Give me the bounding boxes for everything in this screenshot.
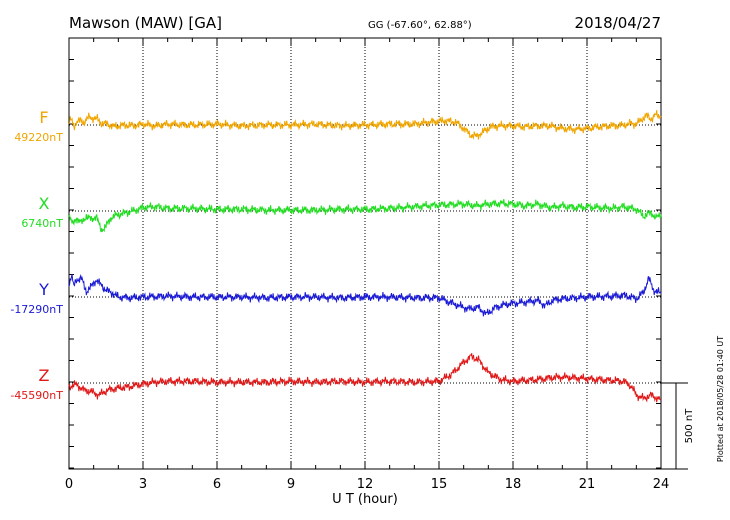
series-baseline-f: 49220nT [14, 131, 63, 144]
series-line-x [68, 199, 662, 233]
series-line-f [68, 110, 662, 140]
x-tick-label: 21 [579, 477, 596, 492]
station-coords: GG (-67.60°, 62.88°) [368, 20, 472, 31]
station-title: Mawson (MAW) [GA] [69, 14, 222, 32]
x-axis-label: U T (hour) [332, 492, 398, 507]
x-tick-label: 24 [653, 477, 670, 492]
plot-date: 2018/04/27 [575, 14, 661, 32]
x-tick-label: 6 [213, 477, 221, 492]
series-baseline-y: -17290nT [10, 303, 63, 316]
axis-ticks: 0 3 6 9 12 15 18 21 24 [65, 38, 669, 492]
x-tick-label: 3 [139, 477, 147, 492]
grid-lines [69, 38, 661, 469]
series-name-y: Y [38, 280, 49, 299]
series-baseline-x: 6740nT [21, 217, 63, 230]
series-name-f: F [39, 108, 48, 127]
series-labels: F 49220nT X 6740nT Y -17290nT Z -45590nT [10, 108, 63, 402]
series-line-y [68, 273, 662, 317]
scale-bar: 500 nT [661, 382, 695, 470]
series-name-z: Z [39, 366, 50, 385]
x-tick-label: 0 [65, 477, 73, 492]
plotted-timestamp: Plotted at 2018/05/28 01:40 UT [716, 336, 725, 462]
series-baseline-z: -45590nT [10, 389, 63, 402]
series-name-x: X [39, 194, 50, 213]
scale-bar-label: 500 nT [684, 408, 695, 444]
x-tick-label: 12 [357, 477, 374, 492]
x-tick-label: 9 [287, 477, 295, 492]
series-line-z [68, 353, 662, 403]
x-tick-label: 18 [505, 477, 522, 492]
series-lines [68, 110, 662, 403]
x-tick-label: 15 [431, 477, 448, 492]
